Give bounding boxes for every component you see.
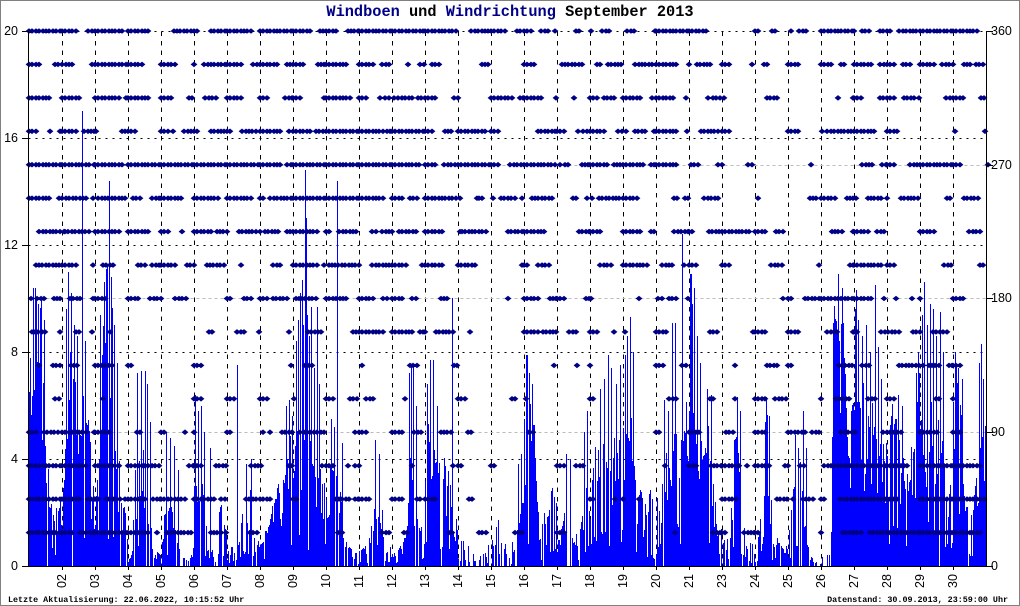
svg-text:09: 09 [286,574,300,588]
svg-text:14: 14 [451,574,465,588]
svg-text:10: 10 [319,574,333,588]
svg-text:8: 8 [11,345,18,359]
svg-text:Letzte Aktualisierung: 22.06.2: Letzte Aktualisierung: 22.06.2022, 10:15… [8,595,244,605]
svg-text:Windboen und Windrichtung Sept: Windboen und Windrichtung September 2013 [326,3,693,21]
svg-text:90: 90 [991,425,1005,439]
svg-text:360: 360 [991,24,1012,38]
svg-text:180: 180 [991,291,1012,305]
svg-text:19: 19 [616,574,630,588]
svg-text:30: 30 [946,574,960,588]
svg-text:12: 12 [385,574,399,588]
svg-text:23: 23 [715,574,729,588]
svg-text:21: 21 [682,574,696,588]
svg-text:13: 13 [418,574,432,588]
svg-text:Datenstand: 30.09.2013, 23:59:: Datenstand: 30.09.2013, 23:59:00 Uhr [827,595,1008,605]
svg-text:18: 18 [583,574,597,588]
svg-text:25: 25 [781,574,795,588]
svg-text:04: 04 [121,574,135,588]
svg-text:02: 02 [55,574,69,588]
svg-text:270: 270 [991,158,1012,172]
svg-text:16: 16 [517,574,531,588]
svg-text:29: 29 [913,574,927,588]
svg-text:28: 28 [880,574,894,588]
svg-text:07: 07 [220,574,234,588]
svg-text:05: 05 [154,574,168,588]
svg-text:12: 12 [4,238,18,252]
svg-text:16: 16 [4,131,18,145]
svg-text:15: 15 [484,574,498,588]
svg-text:06: 06 [187,574,201,588]
svg-text:03: 03 [88,574,102,588]
svg-text:08: 08 [253,574,267,588]
svg-text:0: 0 [991,559,998,573]
svg-text:26: 26 [814,574,828,588]
svg-text:27: 27 [847,574,861,588]
svg-text:20: 20 [4,24,18,38]
svg-text:20: 20 [649,574,663,588]
svg-text:0: 0 [11,559,18,573]
svg-text:11: 11 [352,575,366,588]
svg-text:17: 17 [550,574,564,588]
svg-text:4: 4 [11,452,18,466]
svg-text:24: 24 [748,574,762,588]
